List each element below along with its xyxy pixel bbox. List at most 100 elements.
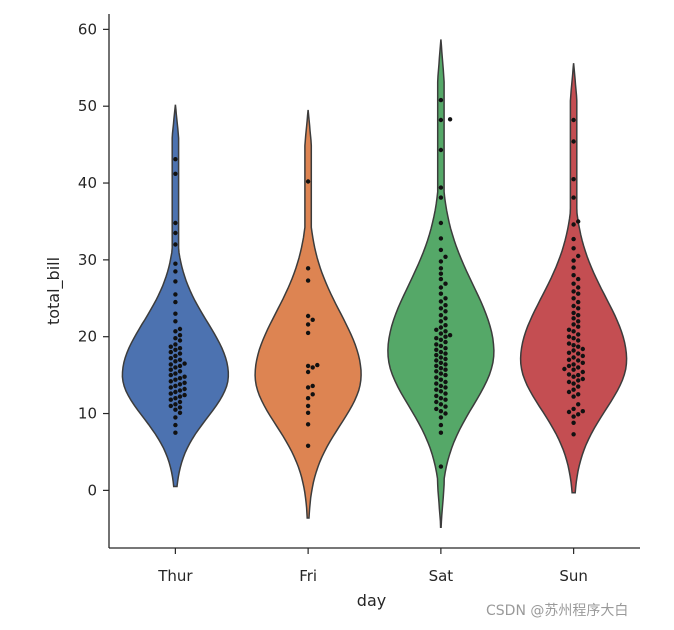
data-point [177, 351, 183, 356]
data-point [571, 348, 576, 353]
data-point [434, 363, 439, 369]
data-point [576, 338, 581, 343]
data-point [177, 326, 183, 332]
data-point [168, 344, 173, 349]
data-point [443, 316, 448, 321]
data-point [438, 430, 444, 435]
data-point [305, 322, 311, 327]
data-point [443, 334, 448, 339]
data-point [571, 117, 576, 123]
data-point [177, 376, 183, 381]
data-point [576, 313, 581, 318]
data-point [438, 259, 444, 264]
data-point [438, 464, 444, 469]
data-point [443, 385, 448, 390]
data-point [305, 410, 311, 415]
data-point [168, 403, 173, 409]
watermark-text: CSDN @苏州程序大白 [486, 603, 629, 619]
data-point [305, 385, 311, 390]
x-tick-label: Sat [429, 567, 454, 585]
data-point [443, 372, 448, 378]
data-point [571, 273, 576, 278]
data-point [177, 388, 183, 393]
data-point [576, 219, 581, 224]
data-point [438, 337, 444, 342]
data-point [173, 422, 178, 428]
data-point [173, 311, 178, 316]
data-point [173, 371, 178, 376]
data-point [173, 347, 178, 352]
data-point [443, 329, 448, 334]
data-point [434, 336, 439, 341]
data-point [443, 296, 448, 301]
x-axis-ticks: Thur Fri Sat Sun [157, 548, 588, 585]
data-point [576, 276, 581, 282]
data-point [173, 171, 178, 176]
data-point [566, 357, 572, 362]
data-point [305, 403, 311, 409]
data-point [438, 402, 444, 407]
data-point [168, 397, 173, 402]
data-point [576, 291, 581, 296]
violin-sun [519, 63, 628, 494]
data-point [177, 410, 183, 415]
data-point [177, 357, 183, 362]
data-point [177, 405, 183, 410]
y-tick-label: 40 [78, 174, 97, 192]
data-point [173, 359, 178, 364]
data-point [576, 253, 581, 259]
data-point [580, 376, 585, 382]
data-point [576, 384, 581, 389]
data-point [566, 327, 572, 332]
data-point [173, 353, 178, 359]
data-point [168, 367, 173, 372]
data-point [438, 371, 444, 376]
data-point [580, 360, 585, 365]
data-point [173, 377, 178, 382]
data-point [173, 242, 178, 247]
data-point [434, 393, 439, 399]
data-point [571, 406, 576, 412]
data-point [173, 336, 178, 341]
data-point [438, 291, 444, 296]
violin-sat [387, 39, 495, 529]
data-point [305, 330, 311, 336]
data-point [173, 383, 178, 389]
data-point [443, 254, 448, 259]
data-point [305, 369, 311, 375]
data-point [438, 195, 444, 200]
data-point [571, 381, 576, 386]
data-point [434, 347, 439, 352]
data-point [173, 299, 178, 305]
data-point [182, 386, 187, 392]
data-point [173, 396, 178, 401]
data-point [438, 276, 444, 282]
data-point [438, 299, 444, 304]
y-tick-label: 30 [78, 251, 97, 269]
data-point [571, 139, 576, 144]
y-axis-ticks: 0 10 20 30 40 50 60 [78, 20, 109, 499]
data-point [571, 329, 576, 334]
data-point [182, 374, 187, 379]
data-point [576, 365, 581, 370]
data-point [566, 363, 572, 369]
data-point [438, 389, 444, 394]
data-point [576, 412, 581, 417]
data-point [576, 324, 581, 329]
data-point [182, 392, 187, 398]
data-point [443, 351, 448, 356]
data-point [438, 343, 444, 349]
data-point [443, 339, 448, 345]
swarm-points-layer [168, 97, 585, 469]
data-point [177, 399, 183, 405]
data-point [310, 365, 315, 370]
data-point [305, 266, 311, 271]
data-point [173, 329, 178, 334]
data-point [438, 236, 444, 241]
data-point [438, 366, 444, 371]
data-point [571, 355, 576, 360]
data-point [566, 409, 572, 415]
data-point [173, 269, 178, 274]
data-point [571, 303, 576, 309]
data-point [177, 346, 183, 351]
